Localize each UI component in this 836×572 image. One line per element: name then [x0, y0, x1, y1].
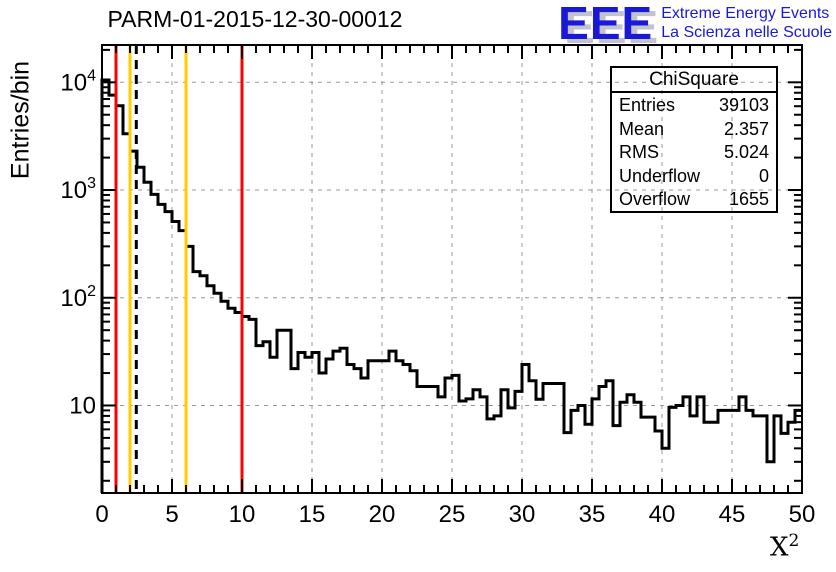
- eee-logo-subtitle-line1: Extreme Energy Events: [661, 5, 830, 22]
- stats-row: Underflow 0: [612, 164, 776, 188]
- stats-label: Mean: [619, 118, 665, 139]
- eee-logo-subtitle: Extreme Energy Events La Scienza nelle S…: [661, 4, 832, 42]
- eee-logo-acronym: EEE: [558, 0, 654, 49]
- x-tick-label: 5: [165, 501, 178, 528]
- y-tick-label: 104: [60, 67, 96, 96]
- y-tick-label: 10: [69, 392, 96, 419]
- x-axis-title-exponent: 2: [788, 531, 800, 551]
- stats-value: 39103: [718, 95, 769, 115]
- stats-row: RMS 5.024: [612, 140, 776, 164]
- stats-value: 5.024: [723, 142, 769, 163]
- x-tick-label: 25: [439, 501, 466, 528]
- stats-box-title: ChiSquare: [612, 68, 776, 93]
- histogram-line: [100, 78, 802, 493]
- stats-row: Entries 39103: [612, 93, 776, 117]
- x-tick-label: 10: [229, 501, 256, 528]
- stats-row: Overflow 1655: [612, 187, 776, 211]
- eee-logo-subtitle-line2: La Scienza nelle Scuole: [661, 24, 832, 41]
- stats-value: 1655: [728, 189, 769, 210]
- x-tick-label: 15: [299, 501, 326, 528]
- stats-box: ChiSquare Entries 39103 Mean 2.357 RMS 5.024 U…: [610, 66, 778, 213]
- x-tick-label: 20: [369, 501, 396, 528]
- x-axis-title: X2: [770, 531, 799, 563]
- stats-value: 2.357: [723, 118, 769, 139]
- x-tick-label: 35: [579, 501, 606, 528]
- stats-box-rows: Entries 39103 Mean 2.357 RMS 5.024 Underflow 0 O…: [612, 93, 776, 211]
- stats-label: RMS: [619, 142, 659, 163]
- stats-value: 0: [758, 165, 769, 186]
- stats-row: Mean 2.357: [612, 117, 776, 141]
- y-tick-label: 102: [60, 283, 96, 312]
- x-axis-title-base: X: [770, 532, 789, 563]
- x-tick-label: 50: [789, 501, 816, 528]
- plot-title: PARM-01-2015-12-30-00012: [107, 6, 403, 32]
- y-tick-label: 103: [60, 175, 96, 204]
- x-tick-label: 30: [509, 501, 536, 528]
- eee-logo: EEE Extreme Energy Events La Scienza nel…: [558, 0, 832, 49]
- x-tick-label: 40: [649, 501, 676, 528]
- stats-label: Entries: [619, 95, 676, 115]
- stats-label: Underflow: [619, 165, 701, 186]
- stats-label: Overflow: [619, 189, 691, 210]
- x-tick-label: 45: [719, 501, 746, 528]
- x-tick-label: 0: [95, 501, 108, 528]
